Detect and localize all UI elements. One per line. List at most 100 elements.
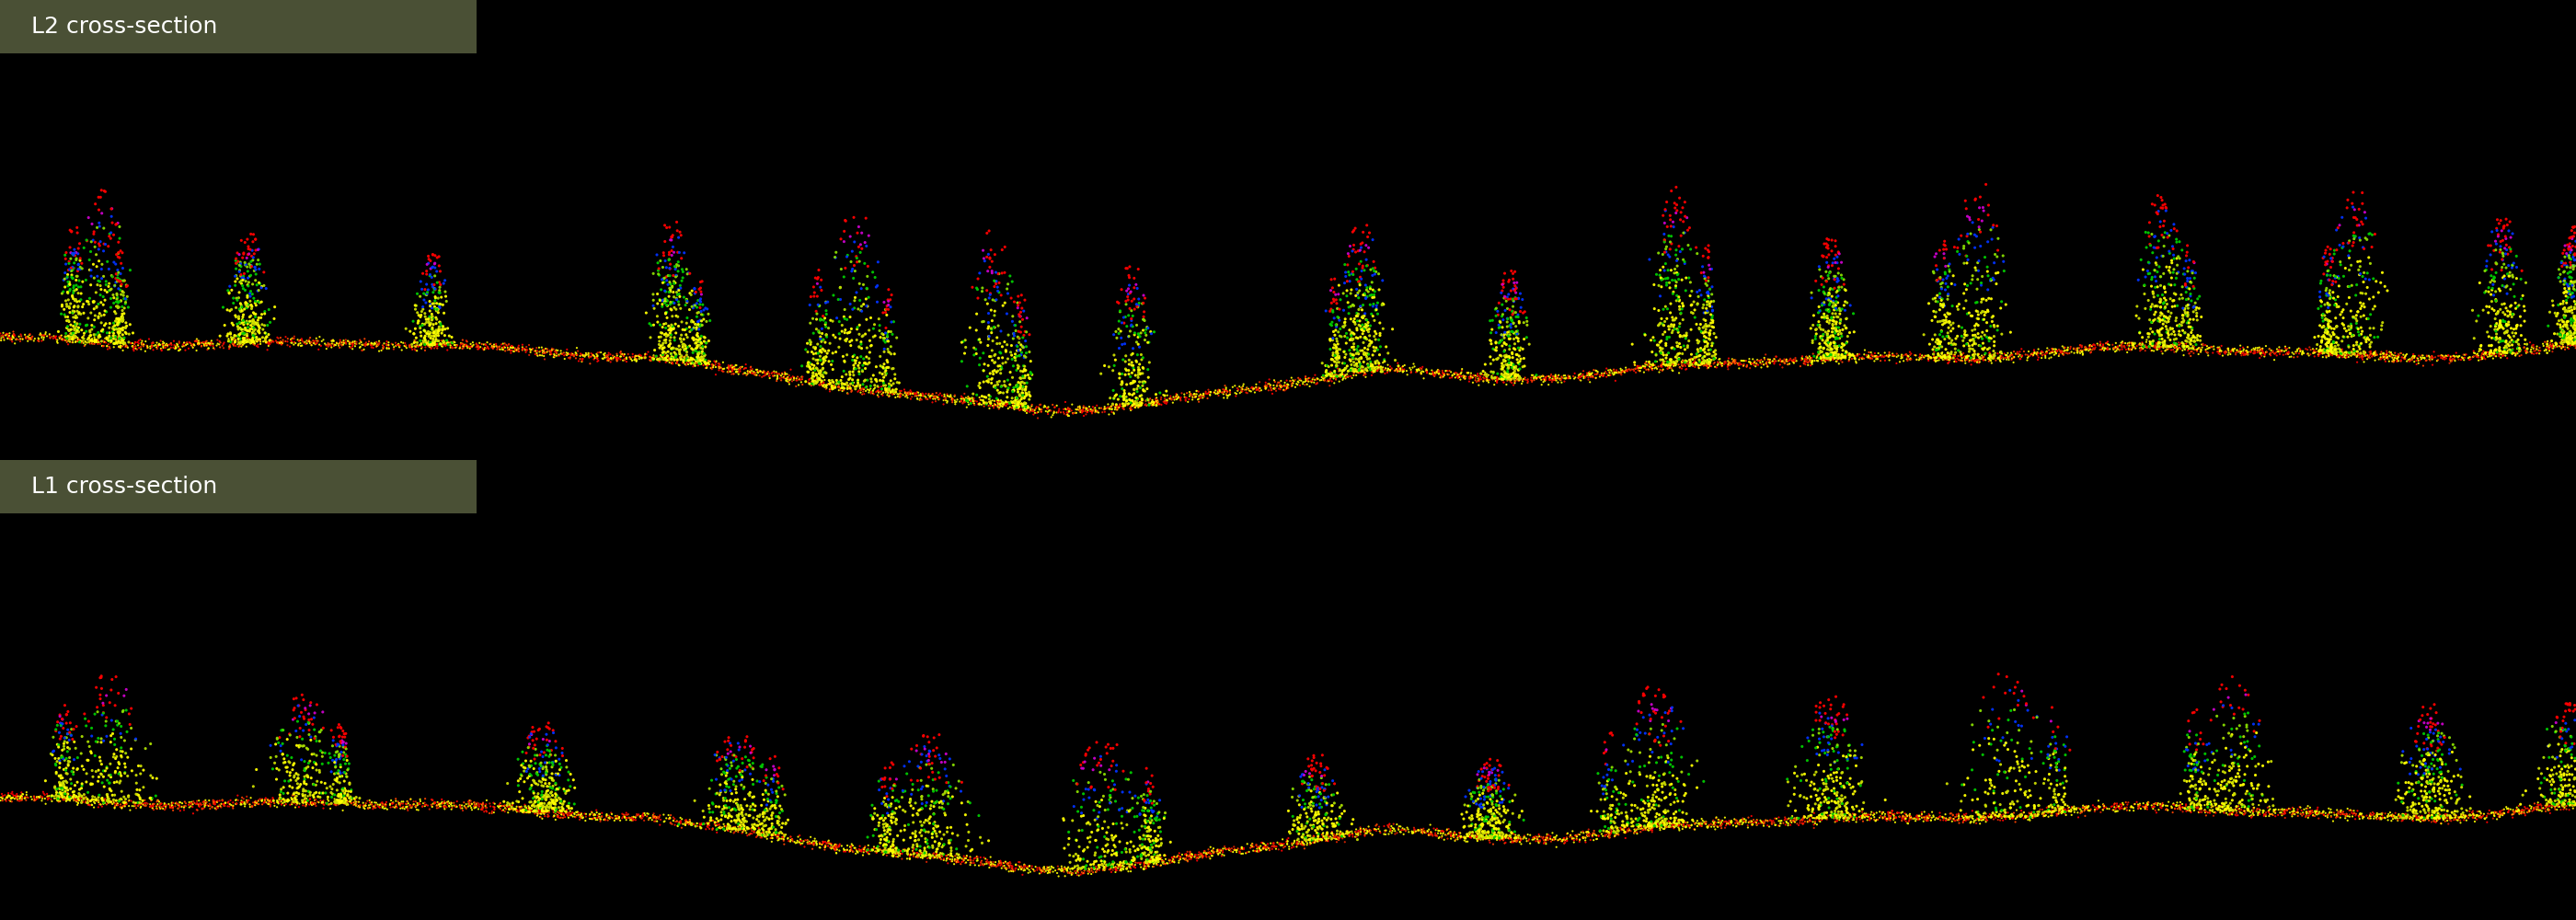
Point (1484, 291, 1525, 305)
Point (1103, 382, 1144, 397)
Point (1002, 863, 1043, 878)
Point (1677, 819, 1718, 834)
Point (2226, 723, 2267, 738)
Point (2246, 754, 2287, 769)
Point (729, 364, 770, 379)
Point (1543, 834, 1584, 848)
Point (799, 298, 840, 313)
Point (755, 827, 796, 842)
Point (1484, 812, 1525, 827)
Point (1674, 822, 1716, 837)
Point (2318, 341, 2360, 356)
Point (1105, 842, 1146, 857)
Point (322, 781, 363, 796)
Point (322, 335, 363, 350)
Point (1829, 353, 1870, 368)
Point (848, 845, 889, 860)
Point (1340, 362, 1381, 377)
Point (1360, 360, 1401, 374)
Point (1314, 294, 1355, 309)
Point (876, 841, 917, 856)
Point (260, 782, 301, 797)
Point (1922, 347, 1963, 362)
Point (2512, 346, 2553, 361)
Point (453, 795, 495, 810)
Point (544, 351, 585, 366)
Point (706, 776, 747, 790)
Point (2048, 346, 2089, 361)
Point (1463, 792, 1504, 807)
Point (2427, 813, 2468, 828)
Point (1394, 822, 1435, 837)
Point (2058, 810, 2099, 824)
Point (1358, 295, 1399, 310)
Point (685, 361, 726, 375)
Point (1038, 862, 1079, 877)
Point (999, 403, 1041, 418)
Point (2071, 802, 2112, 817)
Point (234, 316, 276, 330)
Point (1123, 847, 1164, 862)
Point (801, 837, 842, 852)
Point (1082, 821, 1123, 835)
Point (289, 753, 330, 768)
Point (479, 801, 520, 816)
Point (737, 368, 778, 383)
Point (824, 845, 866, 859)
Point (1123, 800, 1164, 815)
Point (85, 764, 126, 778)
Point (1806, 805, 1847, 820)
Point (721, 822, 762, 836)
Point (415, 282, 456, 297)
Point (1945, 356, 1986, 371)
Point (922, 847, 963, 862)
Point (0, 328, 36, 342)
Point (52, 259, 93, 274)
Point (526, 799, 567, 814)
Point (477, 339, 518, 354)
Point (757, 833, 799, 847)
Point (1484, 336, 1525, 351)
Point (425, 273, 466, 288)
Point (1811, 352, 1852, 367)
Point (721, 755, 762, 770)
Point (1113, 800, 1154, 815)
Point (2478, 810, 2519, 824)
Point (752, 820, 793, 834)
Point (1105, 398, 1146, 413)
Point (744, 828, 786, 843)
Point (479, 799, 520, 813)
Point (1455, 368, 1497, 383)
Point (1105, 855, 1146, 869)
Point (2027, 747, 2069, 762)
Point (1226, 385, 1267, 400)
Point (18, 334, 59, 349)
Point (1973, 784, 2014, 799)
Point (719, 362, 760, 376)
Point (2553, 336, 2576, 351)
Point (2540, 799, 2576, 814)
Point (904, 847, 945, 862)
Point (2514, 343, 2555, 358)
Point (541, 796, 582, 811)
Point (1584, 809, 1625, 823)
Point (708, 818, 750, 833)
Point (2125, 798, 2166, 812)
Point (1654, 783, 1695, 798)
Point (1940, 803, 1981, 818)
Point (2148, 339, 2190, 354)
Point (850, 339, 891, 353)
Point (603, 347, 644, 362)
Point (2380, 346, 2421, 361)
Point (2017, 345, 2058, 360)
Point (1432, 828, 1473, 843)
Point (1345, 312, 1386, 327)
Point (533, 348, 574, 362)
Point (1486, 357, 1528, 372)
Point (1759, 816, 1801, 831)
Point (956, 323, 997, 338)
Point (325, 788, 366, 803)
Point (2334, 230, 2375, 245)
Point (1298, 819, 1340, 834)
Point (2105, 800, 2146, 815)
